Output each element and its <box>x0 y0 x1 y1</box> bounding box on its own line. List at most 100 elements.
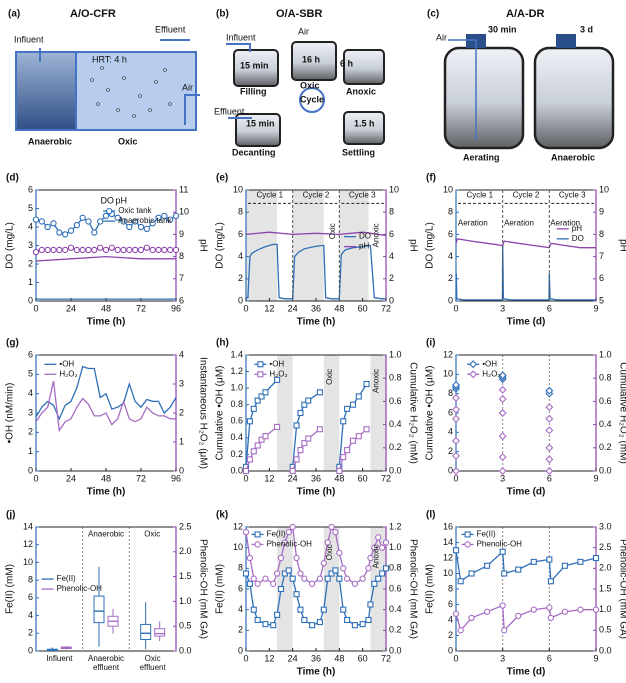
marker <box>293 422 300 429</box>
x-tick-label: 24 <box>288 653 298 663</box>
marker <box>254 616 261 624</box>
marker <box>161 246 168 254</box>
x-axis-title: Time (d) <box>507 487 546 498</box>
y2-tick-label: 0.6 <box>389 396 402 406</box>
marker <box>336 575 343 582</box>
marker <box>38 246 45 254</box>
marker <box>254 397 261 404</box>
annotation: Aeration <box>550 218 580 227</box>
y-axis-title: Fe(II) (mM) <box>425 564 436 614</box>
marker <box>452 405 460 414</box>
y-tick-label: 6 <box>238 583 243 593</box>
panel-label: (c) <box>427 9 439 20</box>
marker <box>547 614 555 622</box>
air-pipe <box>184 94 200 125</box>
y-tick-label: 10 <box>233 542 243 552</box>
y-tick-label: 14 <box>443 537 453 547</box>
y2-tick-label: 10 <box>179 207 189 217</box>
marker <box>97 244 104 251</box>
x-tick-label: 36 <box>311 473 321 483</box>
marker <box>143 225 150 232</box>
x-axis-title: Time (h) <box>297 487 336 498</box>
y-tick-label: 6 <box>28 592 33 602</box>
annotation: Anoxic <box>371 223 380 247</box>
schematic-text: 16 h <box>302 54 320 64</box>
marker <box>452 547 460 554</box>
marker <box>365 565 372 572</box>
marker <box>246 418 253 425</box>
y2-axis-title: pH <box>407 239 418 252</box>
marker <box>498 432 507 441</box>
y2-tick-label: 0.8 <box>389 373 402 383</box>
marker <box>137 223 145 231</box>
y-tick-label: 0 <box>448 295 453 305</box>
y-tick-label: 4 <box>28 388 33 398</box>
marker <box>498 385 507 394</box>
y-tick-label: 4 <box>28 221 33 231</box>
marker <box>592 554 600 562</box>
x-tick-label: 36 <box>311 653 321 663</box>
series-line <box>35 365 177 421</box>
y-tick-label: 2 <box>448 446 453 456</box>
y2-tick-label: 0 <box>179 465 184 475</box>
y2-tick-label: 1.2 <box>389 521 402 531</box>
legend-label: DO <box>572 234 584 243</box>
schematic-text: Influent <box>226 32 256 42</box>
marker <box>545 403 554 412</box>
y-tick-label: 10 <box>443 568 453 578</box>
y2-tick-label: 0.5 <box>599 625 612 635</box>
marker <box>515 612 522 620</box>
shaded-band <box>246 190 278 301</box>
legend-label: H₂O₂ <box>269 369 287 378</box>
y2-tick-label: 0.5 <box>179 621 192 631</box>
y-tick-label: 8 <box>238 207 243 217</box>
y2-tick-label: 1.0 <box>599 349 612 359</box>
schematic-text: Aerating <box>463 152 500 162</box>
oxic-tank <box>75 51 197 131</box>
marker <box>340 606 347 613</box>
schematic-text: 3 d <box>580 24 593 34</box>
y-tick-label: 10 <box>443 184 453 194</box>
x-axis-title: Time (h) <box>297 317 336 328</box>
marker <box>452 414 460 423</box>
x-tick-label: 72 <box>136 473 146 483</box>
y2-tick-label: 6 <box>389 229 394 239</box>
legend-label: •OH <box>269 359 284 368</box>
x-tick-label: 12 <box>264 653 274 663</box>
marker <box>32 216 40 223</box>
marker <box>498 409 507 417</box>
marker <box>382 539 390 546</box>
y2-tick-label: 4 <box>179 349 184 359</box>
marker <box>274 423 281 430</box>
marker <box>285 567 292 574</box>
y-tick-label: 3 <box>28 240 33 250</box>
annotation: Cycle 3 <box>349 191 376 200</box>
marker <box>126 223 133 231</box>
schematic-text: Cycle <box>300 94 324 104</box>
y2-tick-label: 0.2 <box>389 442 402 452</box>
y-tick-label: 14 <box>23 521 33 531</box>
marker <box>305 435 312 442</box>
y-axis-title: DO (mg/L) <box>215 222 226 269</box>
shaded-band <box>323 527 340 651</box>
marker <box>277 554 285 562</box>
y-tick-label: 0 <box>28 465 33 475</box>
y2-tick-label: 6 <box>599 273 604 283</box>
marker <box>546 556 553 563</box>
marker <box>452 610 460 617</box>
marker <box>79 246 86 254</box>
schematic-title: A/A-DR <box>506 8 545 20</box>
x-tick-label: 96 <box>171 473 181 483</box>
marker <box>452 436 460 445</box>
schematic-a: (a) A/O-CFR Influent Effluent HRT: 4 h A… <box>8 8 200 146</box>
y-tick-label: 6 <box>238 229 243 239</box>
y2-tick-label: 0.0 <box>599 645 612 655</box>
marker <box>91 246 98 254</box>
anaerobic-tank <box>15 51 77 131</box>
marker <box>359 621 366 628</box>
marker <box>149 220 156 227</box>
x-tick-label: 48 <box>101 303 111 313</box>
marker <box>351 622 358 629</box>
y2-tick-label: 1.0 <box>179 596 192 606</box>
y-tick-label: 2 <box>238 625 243 635</box>
